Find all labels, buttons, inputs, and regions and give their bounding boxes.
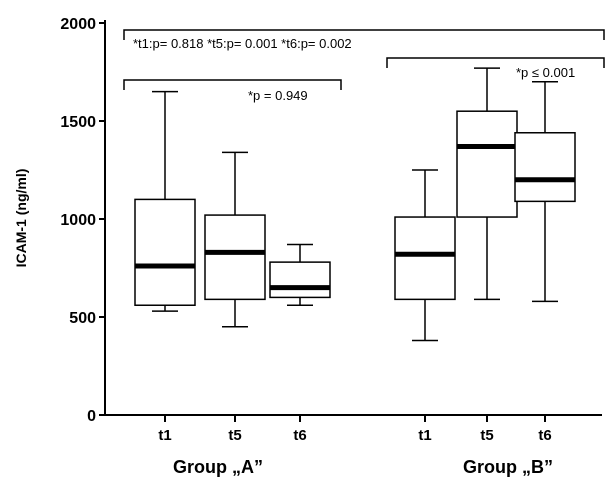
box-t5 [204, 151, 266, 328]
significance-bracket: *p ≤ 0.001 [386, 57, 605, 80]
bracket-line [123, 29, 605, 40]
category-label: t6 [293, 427, 306, 444]
category-label: t6 [538, 427, 551, 444]
y-axis: 0 500 1000 1500 2000 [60, 16, 106, 425]
y-tick-label: 2000 [60, 16, 96, 33]
box-iqr [269, 261, 331, 299]
category-label: t1 [418, 427, 431, 444]
box-t5 [456, 67, 518, 301]
box-t6 [514, 81, 576, 303]
category-label: t1 [158, 427, 171, 444]
group-labels: Group „A” Group „B” [173, 457, 553, 477]
box-iqr [394, 216, 456, 301]
y-tick-label: 0 [87, 408, 96, 425]
group-label: Group „B” [463, 457, 553, 477]
bracket-line [123, 79, 342, 90]
box-iqr [514, 132, 576, 203]
box-t6 [269, 243, 331, 306]
bracket-line [386, 57, 605, 68]
group-label: Group „A” [173, 457, 263, 477]
y-tick-label: 1000 [60, 212, 96, 229]
significance-bracket: *t1:p= 0.818 *t5:p= 0.001 *t6:p= 0.002 [123, 29, 605, 51]
y-tick-label: 500 [69, 310, 96, 327]
y-axis-label: ICAM-1 (ng/ml) [13, 169, 29, 268]
y-tick-label: 1500 [60, 114, 96, 131]
box-series [134, 67, 576, 342]
box-t1 [134, 90, 196, 312]
significance-brackets: *t1:p= 0.818 *t5:p= 0.001 *t6:p= 0.002 *p… [123, 29, 605, 103]
category-label: t5 [228, 427, 241, 444]
p-value-annotation: *p ≤ 0.001 [516, 65, 575, 80]
category-label: t5 [480, 427, 493, 444]
significance-bracket: *p = 0.949 [123, 79, 342, 103]
box-iqr [134, 198, 196, 306]
p-value-annotation: *p = 0.949 [248, 88, 308, 103]
box-iqr [204, 214, 266, 301]
p-value-annotation: *t1:p= 0.818 *t5:p= 0.001 *t6:p= 0.002 [133, 36, 352, 51]
box-t1 [394, 169, 456, 342]
box-iqr [456, 110, 518, 218]
category-labels: t1 t5 t6 t1 t5 t6 [158, 427, 551, 444]
x-axis [105, 414, 602, 422]
